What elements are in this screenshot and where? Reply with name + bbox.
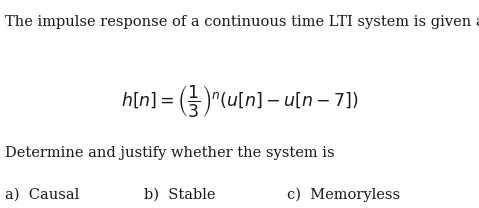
Text: The impulse response of a continuous time LTI system is given as below:: The impulse response of a continuous tim… <box>5 15 479 28</box>
Text: Determine and justify whether the system is: Determine and justify whether the system… <box>5 146 334 160</box>
Text: c)  Memoryless: c) Memoryless <box>287 187 400 202</box>
Text: a)  Causal: a) Causal <box>5 187 79 201</box>
Text: $h[n] = \left(\dfrac{1}{3}\right)^{n} (u[n] - u[n-7])$: $h[n] = \left(\dfrac{1}{3}\right)^{n} (u… <box>121 83 358 119</box>
Text: b)  Stable: b) Stable <box>144 187 215 201</box>
